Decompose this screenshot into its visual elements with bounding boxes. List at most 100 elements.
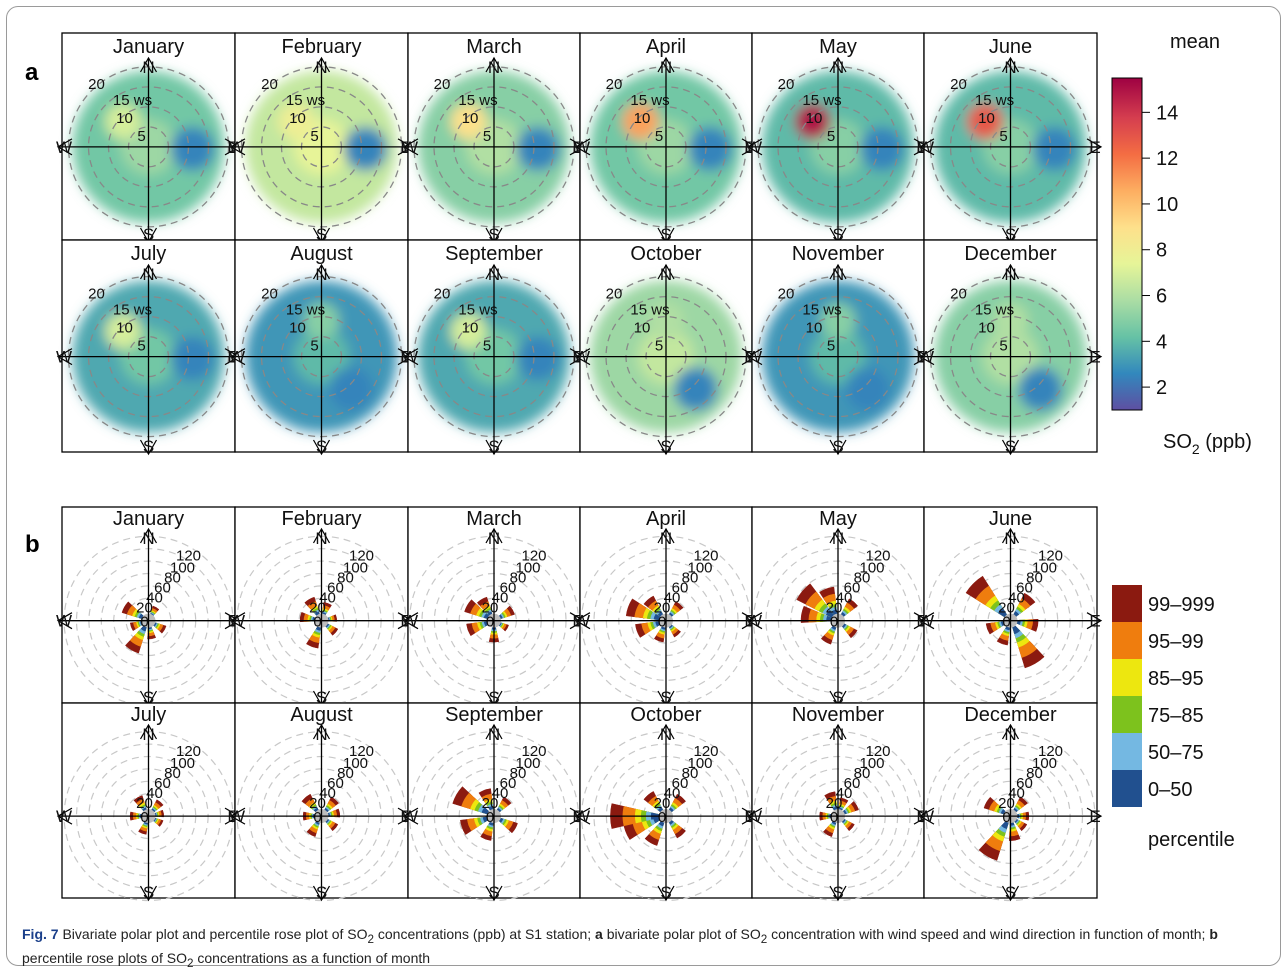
- month-title-december: December: [964, 243, 1057, 265]
- arrow-s-august: [312, 439, 331, 456]
- heat-low-january: [170, 126, 215, 171]
- arrow-w-march: [402, 138, 419, 156]
- dir-s-b-may: S: [832, 688, 843, 707]
- ring-label-20-november: 20: [778, 286, 795, 303]
- arrow-w-b-march: [402, 612, 419, 630]
- ring-label-15-august: 15 ws: [286, 302, 325, 319]
- caption-text-2: concentrations (ppb) at S1 station;: [374, 926, 596, 942]
- ring-label-15-february: 15 ws: [286, 92, 325, 109]
- rose-ring-label-0-march: 0: [486, 614, 494, 631]
- dir-s-b-august: S: [316, 883, 327, 902]
- month-title-september: September: [445, 243, 543, 265]
- dir-s-february: S: [316, 225, 327, 244]
- arrow-w-b-june: [918, 612, 935, 630]
- dir-w-b-august: W: [229, 807, 245, 826]
- month-title-july: July: [131, 243, 167, 265]
- rose-ring-label-0-december: 0: [1002, 809, 1010, 826]
- legend-label-0: 99–999: [1148, 594, 1215, 616]
- arrow-e-december: [1086, 348, 1103, 366]
- dir-s-b-december: S: [1005, 883, 1016, 902]
- arrow-n-b-august: [312, 723, 331, 740]
- month-title-january: January: [113, 36, 184, 58]
- heat-peak-may: [794, 103, 831, 140]
- ring-label-15-november: 15 ws: [802, 302, 841, 319]
- arrow-w-october: [574, 348, 591, 366]
- dir-w-may: W: [746, 138, 762, 157]
- rose-month-title-may: May: [819, 508, 857, 530]
- legend-b-percentile: 99–999 95–99 85–95 75–85 50–75 0–50 percentile: [1112, 585, 1235, 851]
- rose-ring-label-80-february: 80: [337, 570, 354, 587]
- panel-b-label: b: [25, 531, 40, 558]
- ring-label-10-june: 10: [978, 110, 995, 127]
- rose-month-title-november: November: [792, 704, 885, 726]
- legend-swatch-1: [1112, 622, 1142, 659]
- dir-s-b-april: S: [660, 688, 671, 707]
- arrow-s-september: [485, 439, 503, 456]
- rose-ring-label-60-november: 60: [844, 775, 861, 792]
- ring-label-5-march: 5: [483, 128, 491, 145]
- legend-label-3: 75–85: [1148, 705, 1204, 727]
- dir-w-february: W: [229, 138, 245, 157]
- legend-swatch-4: [1112, 733, 1142, 770]
- dir-w-march: W: [402, 138, 418, 157]
- dir-w-july: W: [56, 348, 72, 367]
- rose-ring-label-80-july: 80: [164, 765, 181, 782]
- rose-ring-label-100-july: 100: [170, 755, 195, 772]
- dir-s-december: S: [1005, 437, 1016, 456]
- caption-sub-2: 2: [760, 932, 768, 946]
- legend-title: percentile: [1148, 829, 1235, 851]
- arrow-n-may: [829, 56, 847, 73]
- arrow-w-february: [229, 138, 246, 156]
- dir-w-january: W: [56, 138, 72, 157]
- ring-label-5-august: 5: [310, 338, 318, 355]
- ring-label-20-february: 20: [261, 76, 278, 93]
- dir-w-august: W: [229, 348, 245, 367]
- arrow-w-june: [918, 138, 935, 156]
- dir-n-april: N: [660, 58, 672, 77]
- ring-label-10-july: 10: [116, 320, 133, 337]
- arrow-n-b-july: [139, 723, 158, 740]
- dir-s-may: S: [832, 225, 843, 244]
- rose-ring-label-100-april: 100: [687, 560, 712, 577]
- ring-label-20-april: 20: [606, 76, 623, 93]
- panel-a-label: a: [25, 59, 39, 86]
- arrow-w-b-november: [746, 807, 763, 825]
- heat-peak-july: [105, 313, 142, 350]
- rose-ring-label-80-november: 80: [854, 765, 871, 782]
- ring-label-20-may: 20: [778, 76, 795, 93]
- rose-ring-label-100-august: 100: [343, 755, 368, 772]
- ring-label-5-june: 5: [999, 128, 1007, 145]
- ring-label-15-june: 15 ws: [975, 92, 1014, 109]
- ring-label-15-july: 15 ws: [113, 302, 152, 319]
- dir-s-july: S: [143, 437, 154, 456]
- ring-label-5-november: 5: [827, 338, 835, 355]
- ring-label-5-december: 5: [999, 338, 1007, 355]
- dir-e-b-june: E: [1089, 612, 1100, 631]
- rose-ring-label-80-june: 80: [1026, 570, 1043, 587]
- dir-e-b-december: E: [1089, 807, 1100, 826]
- rose-ring-label-100-may: 100: [859, 560, 884, 577]
- heat-peak-march: [450, 103, 487, 140]
- arrow-n-september: [485, 263, 503, 280]
- dir-n-june: N: [1004, 58, 1016, 77]
- colorbar-title: mean: [1170, 31, 1220, 53]
- rose-ring-label-120-august: 120: [349, 743, 374, 760]
- ring-label-20-december: 20: [950, 286, 967, 303]
- rose-ring-label-80-may: 80: [854, 570, 871, 587]
- rose-month-title-october: October: [630, 704, 701, 726]
- heat-peak-september: [450, 313, 487, 350]
- dir-w-b-february: W: [229, 612, 245, 631]
- heat-peak-january: [105, 103, 142, 140]
- dir-s-march: S: [488, 225, 499, 244]
- month-title-october: October: [630, 243, 701, 265]
- arrow-n-b-january: [139, 527, 158, 544]
- dir-s-b-july: S: [143, 883, 154, 902]
